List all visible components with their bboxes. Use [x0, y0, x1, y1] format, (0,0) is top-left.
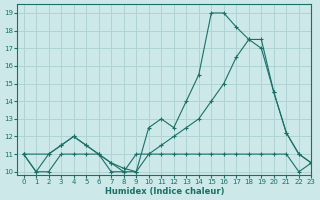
- X-axis label: Humidex (Indice chaleur): Humidex (Indice chaleur): [105, 187, 224, 196]
